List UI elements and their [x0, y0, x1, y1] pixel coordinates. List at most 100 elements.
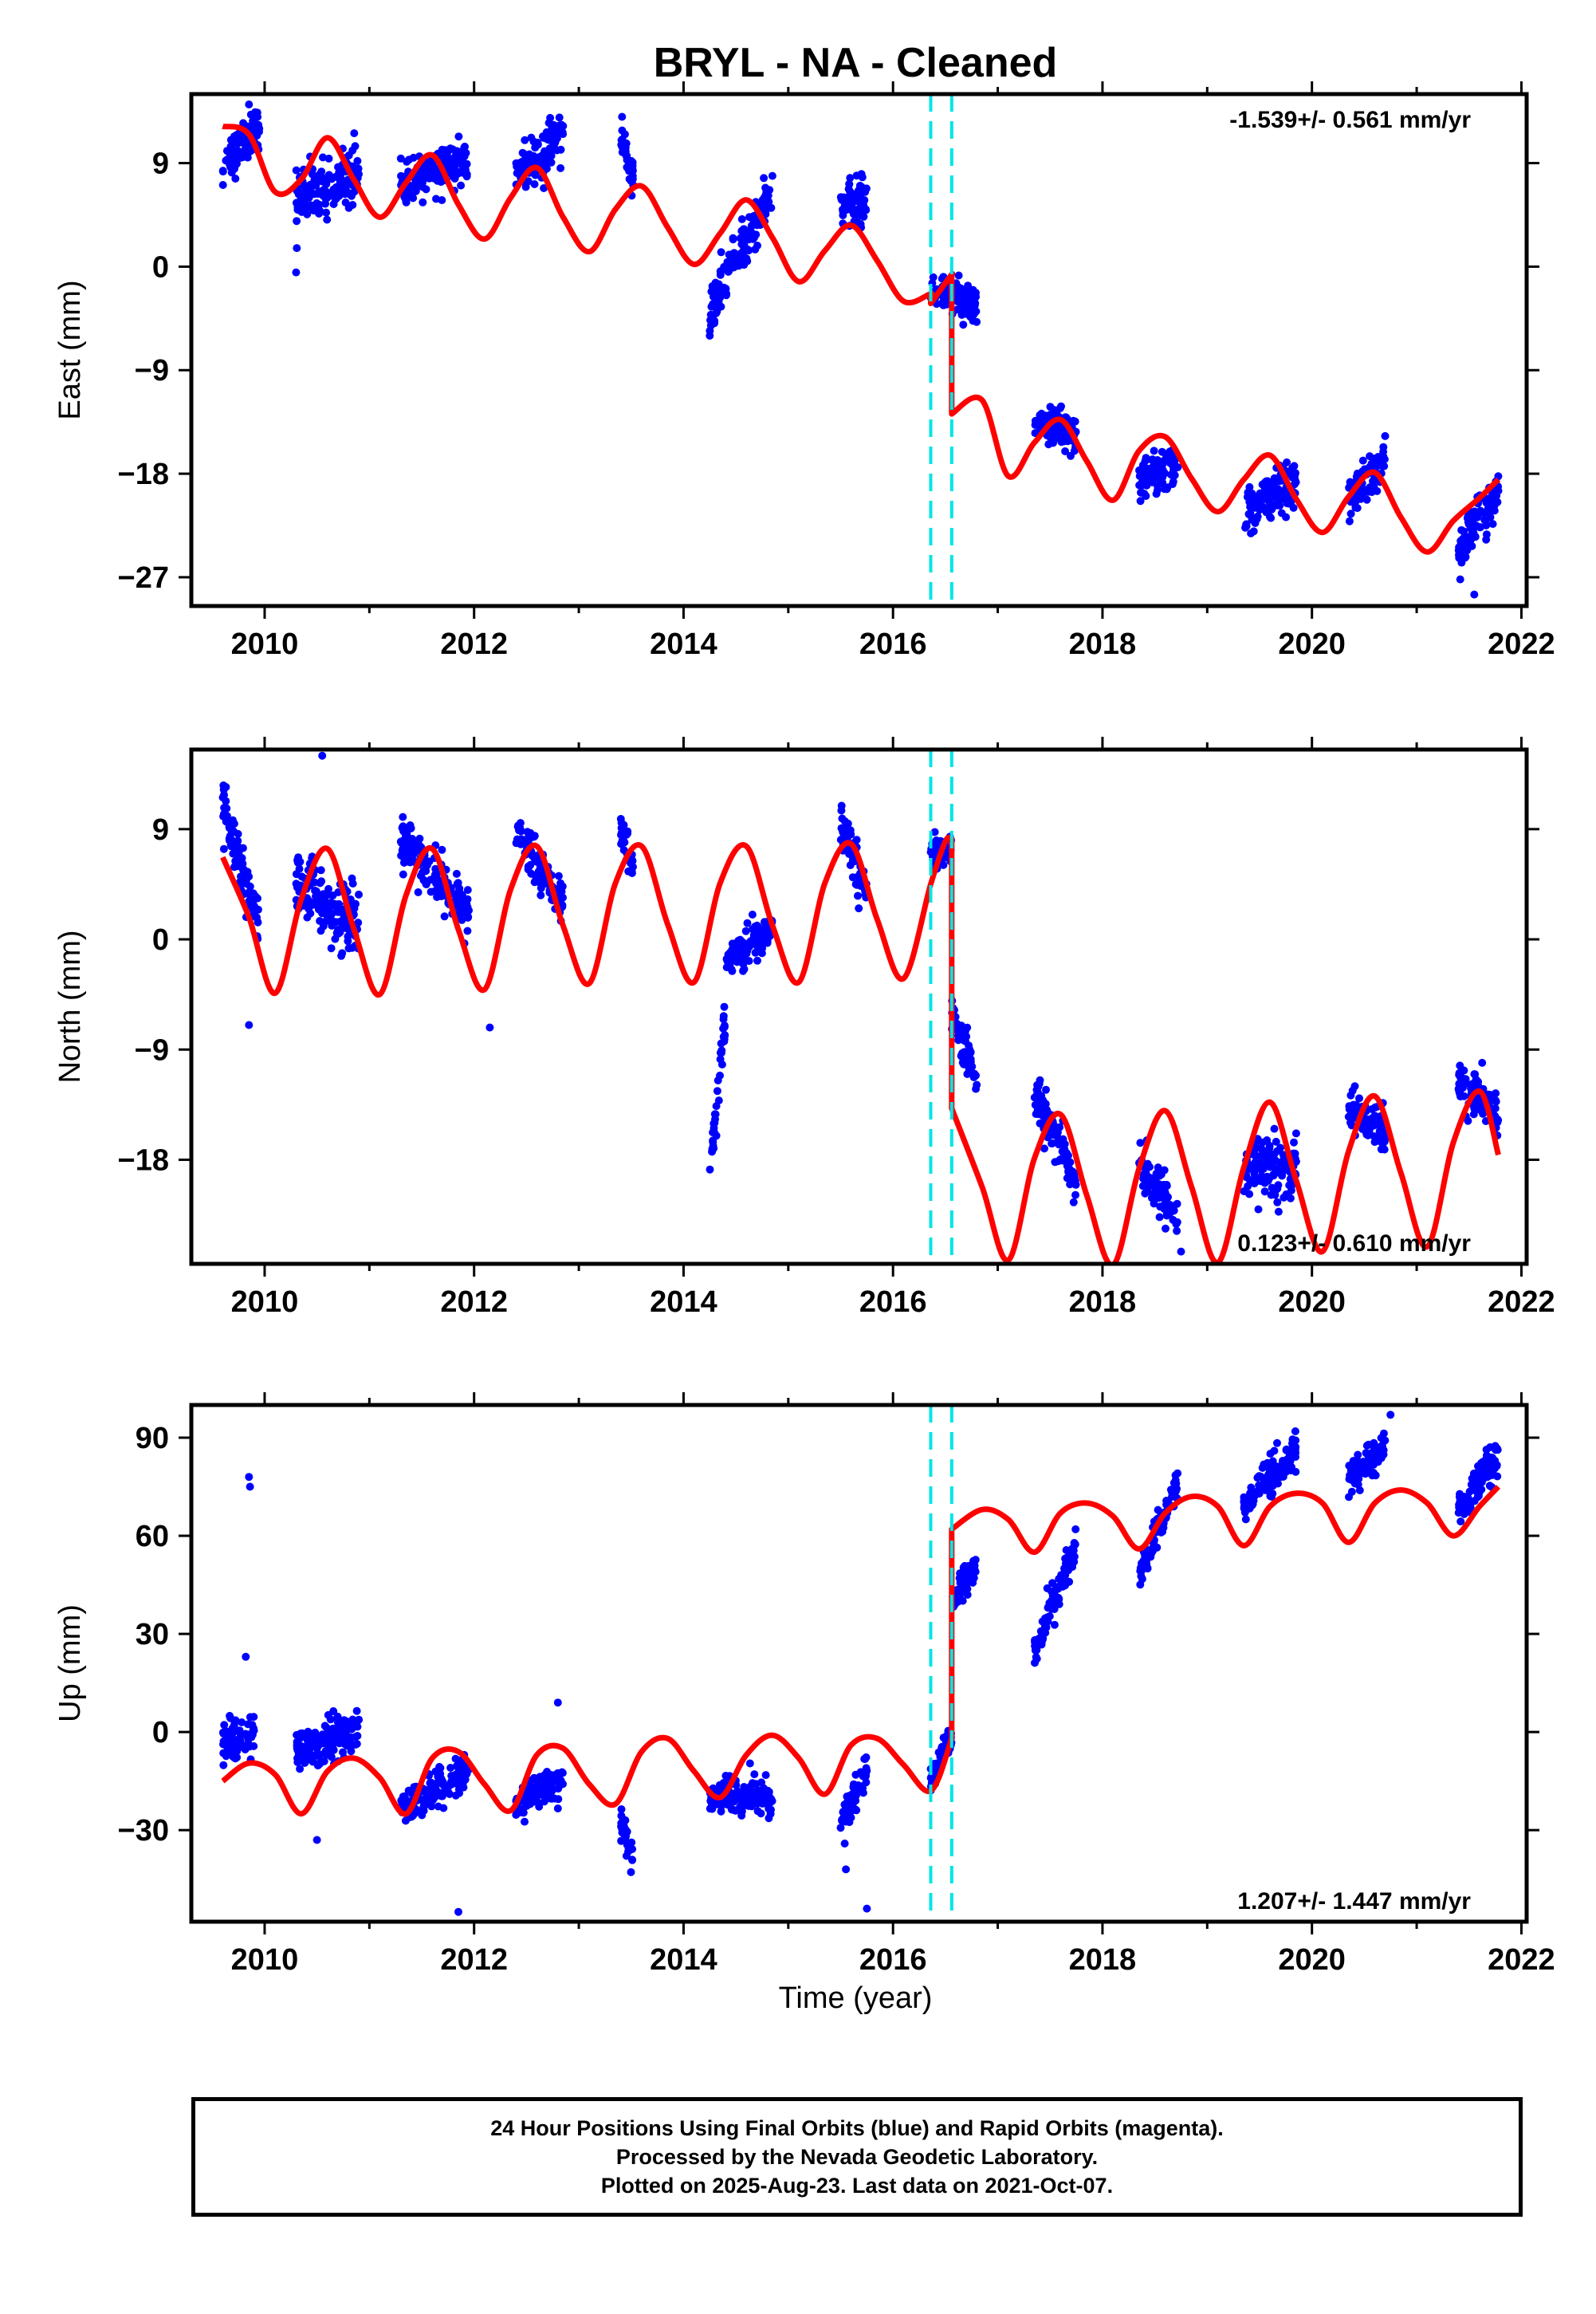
east-data-point	[729, 235, 737, 244]
east-data-point	[1268, 505, 1276, 514]
east-data-point	[1153, 482, 1162, 490]
up-data-point	[1259, 1479, 1268, 1488]
up-data-point	[720, 1780, 729, 1789]
east-y-axis-label: East (mm)	[53, 280, 87, 419]
up-data-point	[840, 1840, 849, 1848]
north-data-point	[525, 830, 533, 839]
up-data-point	[622, 1852, 631, 1860]
up-data-point	[434, 1777, 442, 1785]
north-data-point	[328, 919, 336, 928]
north-model-line	[220, 834, 1501, 1264]
up-data-point	[738, 1803, 746, 1812]
east-data-point	[1360, 465, 1369, 474]
east-data-point	[555, 113, 564, 122]
east-data-point	[1249, 527, 1258, 536]
east-data-point	[1381, 431, 1390, 440]
north-data-point	[1273, 1166, 1282, 1175]
north-data-point	[1272, 1156, 1280, 1165]
north-data-point	[713, 1076, 722, 1084]
up-data-point	[1240, 1498, 1248, 1507]
up-data-point	[455, 1789, 464, 1797]
up-data-point	[1488, 1454, 1497, 1462]
east-data-point	[729, 250, 737, 259]
north-data-point	[748, 911, 757, 919]
east-data-point	[1455, 549, 1464, 557]
east-data-point	[1466, 536, 1474, 545]
up-data-point	[423, 1800, 432, 1808]
north-data-point	[846, 826, 855, 835]
up-data-point	[1247, 1493, 1256, 1501]
north-data-point	[1265, 1144, 1274, 1153]
up-data-point	[750, 1770, 759, 1779]
north-data-point	[1260, 1187, 1269, 1196]
up-data-point	[1264, 1470, 1273, 1479]
east-data-point	[1289, 503, 1298, 512]
east-data-point	[336, 183, 345, 191]
up-data-point	[459, 1783, 468, 1792]
east-data-point	[239, 119, 248, 128]
east-data-point	[846, 174, 855, 183]
east-data-point	[1346, 478, 1354, 486]
north-data-point	[741, 946, 750, 955]
north-data-point	[431, 887, 439, 895]
east-data-point	[1046, 411, 1055, 419]
north-data-point	[1136, 1139, 1145, 1147]
north-data-point	[554, 872, 563, 880]
up-data-point	[293, 1758, 302, 1766]
up-data-point	[1460, 1508, 1469, 1517]
north-data-point	[247, 897, 256, 906]
up-data-point	[1360, 1460, 1369, 1469]
north-data-point	[855, 904, 863, 913]
north-data-point	[711, 1115, 719, 1124]
north-data-point	[414, 888, 423, 896]
north-data-point	[455, 888, 464, 897]
east-data-point	[929, 273, 938, 281]
north-data-point	[1278, 1171, 1287, 1180]
up-data-point	[707, 1799, 716, 1808]
up-data-point	[1264, 1484, 1272, 1493]
up-data-point	[1248, 1500, 1257, 1509]
north-data-point	[1266, 1163, 1275, 1171]
up-data-point	[519, 1804, 527, 1812]
east-data-point	[1061, 447, 1070, 455]
north-data-point	[319, 899, 328, 908]
north-data-point	[1155, 1213, 1164, 1222]
north-data-point	[537, 876, 545, 884]
north-data-point	[234, 844, 243, 852]
north-data-point	[629, 863, 637, 872]
east-data-point	[717, 302, 725, 311]
up-plot-area	[218, 1411, 1502, 1916]
north-data-point	[530, 878, 539, 887]
east-data-point	[1463, 546, 1472, 555]
up-outlier-point	[245, 1473, 254, 1482]
east-data-point	[335, 168, 344, 177]
east-data-point	[315, 187, 324, 196]
up-x-tick-label: 2018	[1069, 1943, 1137, 1977]
north-y-tick-label: −9	[135, 1033, 169, 1067]
up-data-point	[721, 1772, 730, 1780]
up-data-point	[1485, 1482, 1494, 1490]
east-data-point	[1168, 480, 1177, 489]
east-data-point	[425, 174, 434, 183]
up-outlier-point	[863, 1904, 871, 1913]
up-data-point	[1067, 1553, 1075, 1562]
north-data-point	[1471, 1080, 1480, 1088]
north-x-tick-label: 2010	[231, 1285, 299, 1319]
east-data-point	[1053, 430, 1062, 439]
north-data-point	[219, 809, 228, 818]
north-data-point	[1252, 1163, 1261, 1171]
east-data-point	[1253, 512, 1262, 521]
up-model-line	[221, 1485, 1501, 1817]
north-data-point	[408, 855, 416, 864]
north-data-point	[438, 845, 446, 854]
east-data-point	[707, 302, 716, 311]
east-data-point	[322, 208, 331, 217]
up-data-point	[533, 1775, 542, 1784]
chart-title: BRYL - NA - Cleaned	[654, 40, 1058, 86]
north-data-point	[336, 928, 344, 937]
up-data-point	[628, 1856, 637, 1864]
up-data-point	[234, 1736, 243, 1745]
up-data-point	[242, 1730, 251, 1739]
north-data-point	[716, 1055, 725, 1064]
east-data-point	[457, 181, 466, 190]
